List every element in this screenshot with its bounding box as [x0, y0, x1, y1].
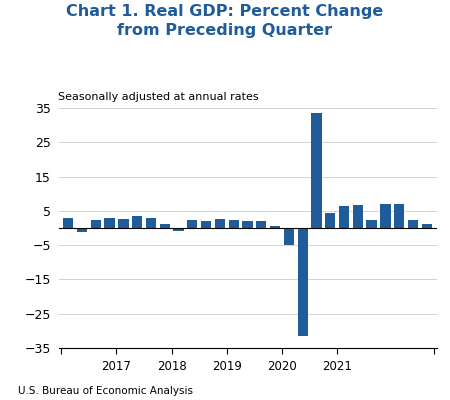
- Bar: [173, 228, 184, 231]
- Text: Chart 1. Real GDP: Percent Change
from Preceding Quarter: Chart 1. Real GDP: Percent Change from P…: [67, 4, 383, 38]
- Bar: [270, 226, 280, 228]
- Bar: [408, 220, 418, 228]
- Bar: [215, 219, 225, 228]
- Bar: [243, 221, 252, 228]
- Bar: [77, 228, 87, 232]
- Text: Seasonally adjusted at annual rates: Seasonally adjusted at annual rates: [58, 92, 259, 102]
- Text: U.S. Bureau of Economic Analysis: U.S. Bureau of Economic Analysis: [18, 386, 193, 396]
- Bar: [353, 205, 363, 228]
- Bar: [146, 218, 156, 228]
- Bar: [118, 220, 129, 228]
- Bar: [63, 218, 73, 228]
- Bar: [422, 224, 432, 228]
- Text: 2021: 2021: [322, 360, 352, 373]
- Bar: [160, 224, 170, 228]
- Bar: [297, 228, 308, 336]
- Bar: [394, 204, 405, 228]
- Bar: [229, 220, 239, 228]
- Bar: [339, 206, 349, 228]
- Text: 2019: 2019: [212, 360, 242, 373]
- Bar: [256, 221, 266, 228]
- Bar: [132, 216, 142, 228]
- Bar: [311, 114, 322, 228]
- Text: 2017: 2017: [102, 360, 131, 373]
- Text: 2020: 2020: [267, 360, 297, 373]
- Bar: [284, 228, 294, 246]
- Bar: [104, 218, 115, 228]
- Bar: [187, 220, 198, 228]
- Text: 2018: 2018: [157, 360, 186, 373]
- Bar: [380, 204, 391, 228]
- Bar: [366, 220, 377, 228]
- Bar: [325, 213, 335, 228]
- Bar: [201, 221, 212, 228]
- Bar: [90, 220, 101, 228]
